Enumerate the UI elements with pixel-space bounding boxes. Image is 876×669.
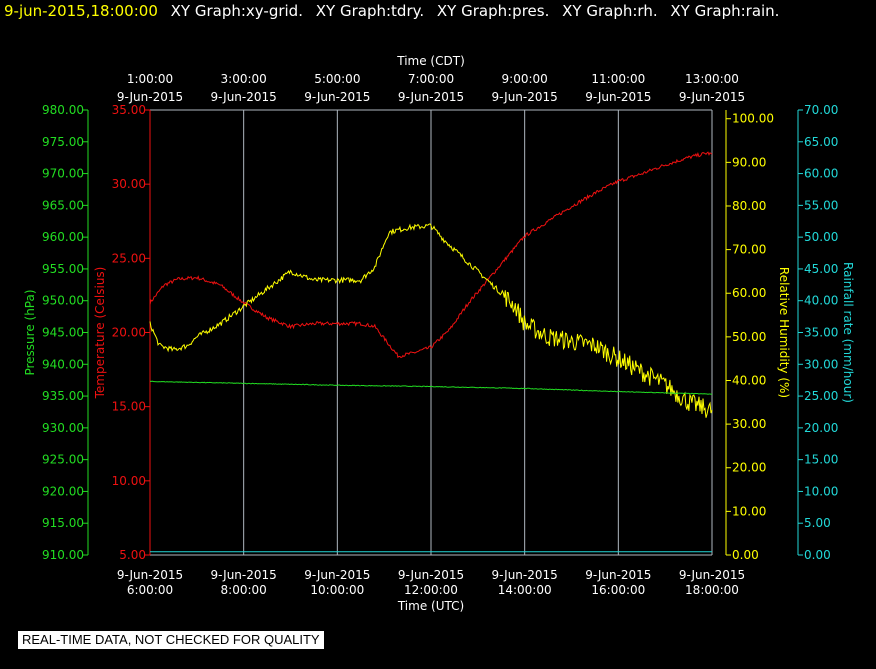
x-bottom-tick-date: 9-Jun-2015 <box>398 568 464 582</box>
x-bottom-tick-date: 9-Jun-2015 <box>117 568 183 582</box>
x-bottom-tick-time: 14:00:00 <box>498 583 552 597</box>
pressure-tick-label: 980.00 <box>42 103 84 117</box>
header-timestamp: 9-jun-2015,18:00:00 <box>4 2 158 20</box>
x-top-tick-date: 9-Jun-2015 <box>679 90 745 104</box>
x-top-tick-date: 9-Jun-2015 <box>492 90 558 104</box>
rain-tick-label: 40.00 <box>804 294 838 308</box>
rain-tick-label: 30.00 <box>804 357 838 371</box>
humidity-tick-label: 90.00 <box>732 155 766 169</box>
rain-axis-label: Rainfall rate (mm/hour) <box>841 262 855 403</box>
temperature-tick-label: 15.00 <box>112 400 146 414</box>
x-top-tick-time: 3:00:00 <box>221 72 267 86</box>
pressure-tick-label: 950.00 <box>42 294 84 308</box>
humidity-tick-label: 60.00 <box>732 286 766 300</box>
pressure-axis-label: Pressure (hPa) <box>23 289 37 375</box>
x-top-tick-date: 9-Jun-2015 <box>398 90 464 104</box>
x-top-tick-time: 7:00:00 <box>408 72 454 86</box>
axes-layer <box>83 109 803 556</box>
x-bottom-tick-time: 6:00:00 <box>127 583 173 597</box>
rain-tick-label: 55.00 <box>804 198 838 212</box>
header-bar: 9-jun-2015,18:00:00 XY Graph:xy-grid. XY… <box>4 1 779 21</box>
x-bottom-tick-date: 9-Jun-2015 <box>304 568 370 582</box>
rain-tick-label: 0.00 <box>804 548 831 562</box>
humidity-tick-label: 50.00 <box>732 330 766 344</box>
pressure-tick-label: 940.00 <box>42 357 84 371</box>
pressure-tick-label: 955.00 <box>42 262 84 276</box>
rain-tick-label: 60.00 <box>804 167 838 181</box>
x-bottom-tick-time: 10:00:00 <box>310 583 364 597</box>
rain-tick-label: 50.00 <box>804 230 838 244</box>
x-bottom-tick-date: 9-Jun-2015 <box>585 568 651 582</box>
pressure-tick-label: 975.00 <box>42 135 84 149</box>
x-top-axis-label: Time (CDT) <box>396 54 465 68</box>
x-bottom-axis-label: Time (UTC) <box>397 599 464 613</box>
pressure-tick-label: 935.00 <box>42 389 84 403</box>
x-bottom-tick-time: 16:00:00 <box>591 583 645 597</box>
temperature-tick-label: 30.00 <box>112 177 146 191</box>
humidity-tick-label: 70.00 <box>732 243 766 257</box>
header-title-rh: XY Graph:rh. <box>562 2 658 20</box>
x-bottom-tick-date: 9-Jun-2015 <box>492 568 558 582</box>
rain-tick-label: 5.00 <box>804 516 831 530</box>
series-rh-line <box>149 223 713 418</box>
rain-tick-label: 35.00 <box>804 326 838 340</box>
rain-tick-label: 45.00 <box>804 262 838 276</box>
series-pres-line <box>149 380 713 395</box>
grid-layer <box>149 109 713 556</box>
x-bottom-tick-date: 9-Jun-2015 <box>211 568 277 582</box>
temperature-tick-label: 35.00 <box>112 103 146 117</box>
x-bottom-tick-time: 8:00:00 <box>221 583 267 597</box>
temperature-tick-label: 25.00 <box>112 251 146 265</box>
pressure-tick-label: 960.00 <box>42 230 84 244</box>
x-top-tick-date: 9-Jun-2015 <box>585 90 651 104</box>
header-title-tdry: XY Graph:tdry. <box>315 2 425 20</box>
pressure-tick-label: 920.00 <box>42 484 84 498</box>
x-bottom-tick-time: 18:00:00 <box>685 583 739 597</box>
header-title-rain: XY Graph:rain. <box>670 2 780 20</box>
rain-tick-label: 10.00 <box>804 484 838 498</box>
humidity-tick-label: 30.00 <box>732 417 766 431</box>
pressure-tick-label: 965.00 <box>42 198 84 212</box>
pressure-tick-label: 925.00 <box>42 453 84 467</box>
header-title-pres: XY Graph:pres. <box>436 2 550 20</box>
temperature-axis-label: Temperature (Celsius) <box>93 267 107 400</box>
humidity-tick-label: 0.00 <box>732 548 759 562</box>
humidity-tick-label: 40.00 <box>732 373 766 387</box>
humidity-tick-label: 100.00 <box>732 112 774 126</box>
x-bottom-tick-time: 12:00:00 <box>404 583 458 597</box>
pressure-tick-label: 970.00 <box>42 167 84 181</box>
x-top-tick-date: 9-Jun-2015 <box>304 90 370 104</box>
pressure-tick-label: 910.00 <box>42 548 84 562</box>
humidity-axis-label: Relative Humidity (%) <box>777 267 791 398</box>
rain-tick-label: 65.00 <box>804 135 838 149</box>
humidity-tick-label: 80.00 <box>732 199 766 213</box>
x-top-tick-time: 1:00:00 <box>127 72 173 86</box>
temperature-tick-label: 5.00 <box>119 548 146 562</box>
x-top-tick-date: 9-Jun-2015 <box>117 90 183 104</box>
quality-notice: REAL-TIME DATA, NOT CHECKED FOR QUALITY <box>18 631 324 649</box>
temperature-tick-label: 20.00 <box>112 326 146 340</box>
rain-tick-label: 70.00 <box>804 103 838 117</box>
header-title-xy-grid: XY Graph:xy-grid. <box>170 2 303 20</box>
pressure-tick-label: 915.00 <box>42 516 84 530</box>
rain-tick-label: 15.00 <box>804 453 838 467</box>
x-top-tick-time: 5:00:00 <box>314 72 360 86</box>
series-layer <box>149 151 713 553</box>
humidity-tick-label: 20.00 <box>732 461 766 475</box>
rain-tick-label: 20.00 <box>804 421 838 435</box>
x-top-tick-date: 9-Jun-2015 <box>211 90 277 104</box>
pressure-tick-label: 945.00 <box>42 326 84 340</box>
labels-layer: 9-Jun-20156:00:001:00:009-Jun-20159-Jun-… <box>23 54 855 613</box>
x-top-tick-time: 13:00:00 <box>685 72 739 86</box>
pressure-tick-label: 930.00 <box>42 421 84 435</box>
x-top-tick-time: 9:00:00 <box>502 72 548 86</box>
temperature-tick-label: 10.00 <box>112 474 146 488</box>
x-bottom-tick-date: 9-Jun-2015 <box>679 568 745 582</box>
rain-tick-label: 25.00 <box>804 389 838 403</box>
humidity-tick-label: 10.00 <box>732 504 766 518</box>
series-tdry-line <box>149 151 713 359</box>
x-top-tick-time: 11:00:00 <box>591 72 645 86</box>
